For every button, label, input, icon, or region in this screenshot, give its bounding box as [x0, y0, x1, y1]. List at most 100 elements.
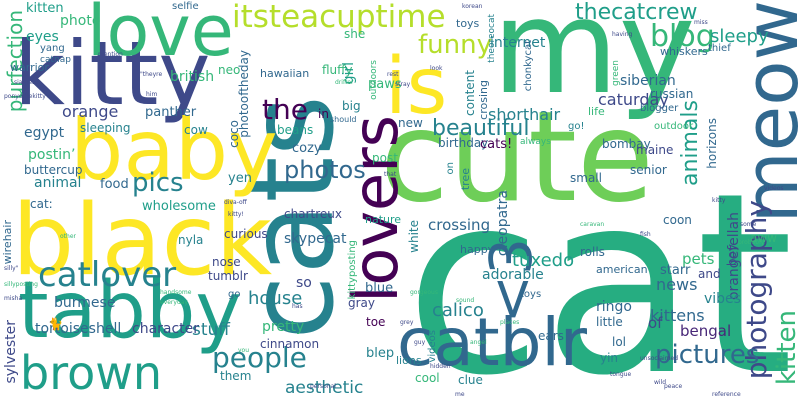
- word-thief: thief: [708, 43, 731, 54]
- word-big: big: [342, 99, 361, 113]
- word-kitty: kitty: [14, 22, 211, 125]
- word-blep: blep: [366, 346, 395, 361]
- word-whiskers: whiskers: [660, 45, 708, 58]
- word-lol: lol: [612, 335, 627, 349]
- word-kittyposting: kittyposting: [347, 240, 358, 300]
- word-tiny: miss: [694, 19, 708, 26]
- word-tiny: korean: [462, 3, 483, 10]
- word-photo: photo: [60, 13, 101, 29]
- word-tiny: peace: [664, 383, 683, 390]
- word-bombay: bombay: [602, 137, 651, 151]
- word-blue: blue: [365, 281, 394, 296]
- word-skypecat: skypecat: [284, 231, 347, 247]
- word-the: the: [262, 93, 308, 126]
- word-tiny: everyday: [160, 299, 188, 306]
- word-american: american: [596, 263, 648, 276]
- word-tiny: guy: [414, 339, 426, 346]
- word-crosing: crosing: [477, 80, 490, 120]
- word-on: on: [445, 162, 456, 175]
- word-nyla: nyla: [178, 233, 204, 247]
- word-tiny: diva-off: [224, 199, 247, 206]
- word-tiny: videos: [764, 185, 784, 192]
- word-people: people: [212, 341, 307, 374]
- word-tiny: that: [384, 171, 397, 178]
- word-tiny: hidden: [430, 363, 451, 370]
- word-cozy: cozy: [292, 141, 322, 156]
- word-birthday: birthday: [438, 136, 489, 150]
- word-tiny: me: [455, 391, 465, 398]
- word-cool: cool: [415, 371, 440, 385]
- word-shorthair: shorthair: [488, 105, 561, 124]
- word-so: so: [296, 275, 312, 291]
- word-chonkycat: chonkycat: [523, 40, 534, 92]
- word-kitten-small: kitten: [26, 1, 64, 16]
- word-burmese: burmese: [54, 295, 116, 311]
- word-tuxedo: tuxedo: [512, 250, 575, 271]
- word-yin: yin: [600, 351, 619, 365]
- word-outdoors: outdoors: [369, 60, 379, 100]
- word-funny: funny: [418, 30, 492, 60]
- word-happy: happy: [460, 243, 495, 256]
- word-buttercup: buttercup: [24, 163, 83, 177]
- word-bengal: bengal: [680, 322, 732, 340]
- word-tiny: fish: [640, 231, 651, 238]
- word-is: is: [385, 42, 448, 132]
- word-itsteacuptime: itsteacuptime: [232, 0, 446, 35]
- word-pics: pics: [132, 168, 184, 198]
- word-gray: gray: [348, 296, 376, 310]
- word-house: house: [248, 288, 303, 309]
- word-cat: cat: [405, 139, 794, 400]
- word-tiny: stray: [395, 81, 411, 88]
- word-tiny: personal: [310, 383, 336, 390]
- word-go: go: [228, 289, 241, 300]
- word-green: green: [611, 60, 621, 86]
- word-kitten: kitten: [772, 310, 800, 386]
- word-beautiful: beautiful: [432, 116, 530, 141]
- word-cinnamon: cinnamon: [260, 337, 320, 351]
- word-photos: photos: [284, 156, 366, 184]
- word-photooftheday: photooftheday: [237, 50, 251, 138]
- word-thecatcrew: thecatcrew: [575, 0, 698, 25]
- word-pretty: pretty: [262, 319, 305, 335]
- word-animals: animals: [678, 100, 703, 187]
- word-caturday: caturday: [598, 90, 669, 109]
- word-aww: aww: [750, 231, 777, 245]
- word-senior: senior: [630, 163, 667, 177]
- word-nose: nose: [212, 255, 241, 269]
- word-toys: toys: [520, 289, 542, 300]
- word-tumblr: tumblr: [208, 269, 248, 283]
- word-curious: curious: [224, 227, 268, 241]
- word-post: post: [372, 151, 398, 165]
- word-toe: toe: [366, 315, 386, 329]
- word-tiny: misha: [4, 295, 23, 302]
- word-cats-bang: cats!: [480, 137, 513, 152]
- word-calico: calico: [432, 300, 484, 321]
- word-tiny: handsome: [160, 289, 192, 296]
- word-tiny: him: [146, 91, 158, 98]
- word-always: always: [520, 137, 551, 147]
- word-tiny: drifter: [335, 79, 354, 86]
- word-animal: animal: [34, 175, 82, 191]
- word-tiny: places: [500, 319, 520, 326]
- word-fluffy: fluffy: [322, 63, 353, 77]
- word-tiny: wild: [654, 379, 667, 386]
- word-of: of: [648, 314, 663, 332]
- word-stuff: stuff: [192, 320, 231, 340]
- word-pictures: pictures: [655, 340, 760, 370]
- word-tiny: caravan: [580, 221, 605, 228]
- word-tiny: kitty!: [228, 211, 244, 218]
- word-tiny: sillyposting: [4, 281, 38, 288]
- word-sleepy: sleepy: [710, 26, 769, 47]
- word-wirehair: wirehair: [1, 220, 14, 265]
- word-chartreux: chartreux: [284, 207, 342, 221]
- word-starr: starr: [660, 263, 691, 278]
- word-tiny: angel: [470, 339, 487, 346]
- word-white: white: [407, 220, 421, 253]
- word-warrior: warrior: [10, 61, 49, 74]
- word-egypt: egypt: [24, 125, 65, 141]
- word-content: content: [463, 70, 477, 116]
- word-paws: paws: [368, 77, 402, 92]
- word-british: british: [170, 69, 215, 85]
- word-tiny: has: [292, 303, 303, 310]
